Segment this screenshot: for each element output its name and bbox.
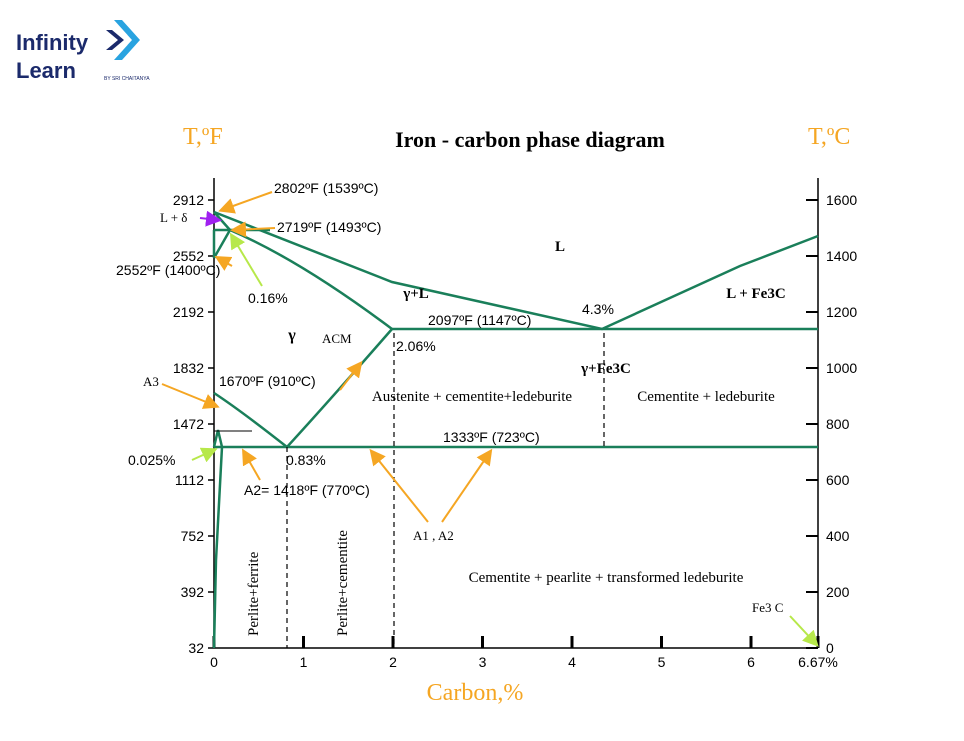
label-a3: A3 xyxy=(143,374,159,389)
a3-line xyxy=(213,391,288,448)
label-1670F: 1670ºF (910ºC) xyxy=(219,373,316,389)
logo-chevron-icon xyxy=(106,20,140,60)
right-tick-label: 600 xyxy=(826,472,850,488)
left-axis-unit: T,ºF xyxy=(183,124,223,150)
label-4.3-percent: 4.3% xyxy=(582,301,614,317)
label-acm: ACM xyxy=(322,331,352,346)
x-tick-label: 1 xyxy=(300,654,308,670)
left-tick-label: 1832 xyxy=(173,360,204,376)
right-axis-unit: T,ºC xyxy=(808,124,850,150)
x-tick-label: 6.67% xyxy=(798,654,838,670)
region-cementite-ledeburite: Cementite + ledeburite xyxy=(637,389,775,405)
logo-tagline: BY SRI CHAITANYA xyxy=(104,76,150,82)
x-tick-label: 5 xyxy=(658,654,666,670)
x-tick-label: 3 xyxy=(479,654,487,670)
region-perlite-cementite: Perlite+cementite xyxy=(335,530,351,636)
label-1418F: A2= 1418ºF (770ºC) xyxy=(244,482,370,498)
dashed-lines xyxy=(286,333,605,648)
delta-boundary-left xyxy=(212,229,232,259)
right-tick-label: 800 xyxy=(826,416,850,432)
right-tick-label: 1200 xyxy=(826,304,857,320)
left-tick-label: 32 xyxy=(188,640,204,656)
label-a1-a2: A1 , A2 xyxy=(413,528,454,543)
right-tick-label: 1400 xyxy=(826,248,857,264)
logo-line1: Infinity xyxy=(16,30,89,55)
region-liquid-fe3c: L + Fe3C xyxy=(726,286,785,302)
label-2802F: 2802ºF (1539ºC) xyxy=(274,180,378,196)
right-tick-label: 0 xyxy=(826,640,834,656)
x-axis-ticks: 0 1 2 3 4 5 6 6.67% xyxy=(210,636,838,670)
left-tick-label: 2192 xyxy=(173,304,204,320)
region-gamma: γ xyxy=(287,327,296,344)
label-0.83-percent: 0.83% xyxy=(286,452,326,468)
right-tick-label: 200 xyxy=(826,584,850,600)
label-2552F: 2552ºF (1400ºC) xyxy=(116,262,220,278)
x-axis-label: Carbon,% xyxy=(427,680,524,706)
label-0.025-percent: 0.025% xyxy=(128,452,175,468)
label-2719F: 2719ºF (1493ºC) xyxy=(277,219,381,235)
solidus-gamma xyxy=(229,228,393,331)
x-tick-label: 6 xyxy=(747,654,755,670)
right-axis-ticks: 0 200 400 600 800 1000 1200 1400 1600 xyxy=(806,192,857,656)
label-fe3c: Fe3 C xyxy=(752,600,783,615)
left-tick-label: 392 xyxy=(181,584,205,600)
diagram-title: Iron - carbon phase diagram xyxy=(395,127,665,152)
left-tick-label: 2552 xyxy=(173,248,204,264)
right-tick-label: 1600 xyxy=(826,192,857,208)
x-tick-label: 0 xyxy=(210,654,218,670)
region-cementite-pearlite-ledeburite: Cementite + pearlite + transformed ledeb… xyxy=(469,570,744,586)
label-2097F: 2097ºF (1147ºC) xyxy=(428,312,531,328)
label-0.16-percent: 0.16% xyxy=(248,290,288,306)
phase-lines xyxy=(212,210,819,649)
left-axis-ticks: 32 392 752 1112 1472 1832 2192 2552 2912 xyxy=(173,192,214,656)
left-tick-label: 1112 xyxy=(175,472,204,488)
left-tick-label: 2912 xyxy=(173,192,204,208)
label-l-delta: L + δ xyxy=(160,210,187,225)
region-gamma-fe3c: γ+Fe3C xyxy=(580,361,631,377)
region-perlite-ferrite: Perlite+ferrite xyxy=(246,551,262,636)
left-tick-label: 752 xyxy=(181,528,205,544)
label-2.06-percent: 2.06% xyxy=(396,338,436,354)
right-tick-label: 400 xyxy=(826,528,850,544)
x-tick-label: 4 xyxy=(568,654,576,670)
infinity-learn-logo: Infinity Learn BY SRI CHAITANYA xyxy=(16,20,150,83)
label-1333F: 1333ºF (723ºC) xyxy=(443,429,540,445)
region-gamma-liquid: γ+L xyxy=(402,286,429,302)
ferrite-solvus xyxy=(212,429,224,649)
region-liquid: L xyxy=(555,239,565,255)
left-tick-label: 1472 xyxy=(173,416,204,432)
annotation-arrows xyxy=(161,191,819,647)
right-tick-label: 1000 xyxy=(826,360,857,376)
region-austenite-cementite-ledeburite: Austenite + cementite+ledeburite xyxy=(372,389,573,405)
logo-line2: Learn xyxy=(16,58,76,83)
acm-line xyxy=(286,328,393,448)
x-tick-label: 2 xyxy=(389,654,397,670)
